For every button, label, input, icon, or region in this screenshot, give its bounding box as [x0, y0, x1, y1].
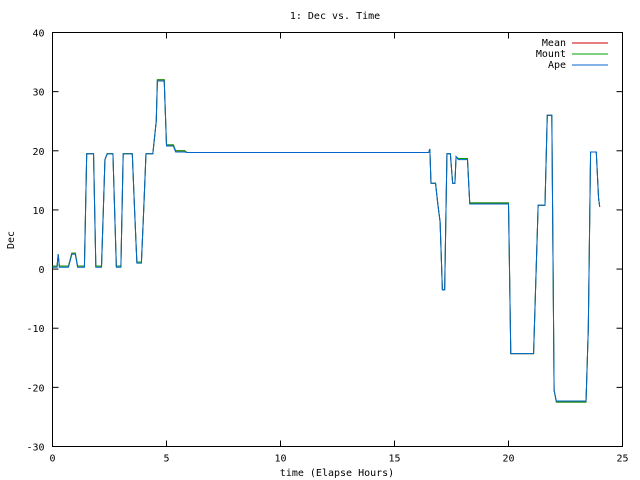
legend-label-mean: Mean [542, 38, 566, 49]
x-tick-label: 0 [49, 454, 55, 465]
plot-frame [52, 32, 623, 447]
x-tick-label: 15 [388, 454, 400, 465]
series-line-ape [52, 80, 601, 402]
y-tick-label: 0 [38, 265, 44, 276]
y-tick-label: -10 [26, 324, 44, 335]
legend-label-ape: Ape [548, 60, 566, 71]
y-axis-label: Dec [6, 231, 17, 249]
y-tick-label: -20 [26, 383, 44, 394]
y-tick-label: 20 [32, 147, 44, 158]
axes: 0 5 10 15 20 25 -30 -20 -10 0 10 20 30 40 [26, 29, 628, 465]
legend-label-mount: Mount [536, 49, 566, 60]
y-tick-label: -30 [26, 443, 44, 454]
x-tick-label: 25 [616, 454, 628, 465]
x-tick-label: 20 [502, 454, 514, 465]
y-tick-label: 30 [32, 88, 44, 99]
series-layer [52, 79, 601, 403]
y-tick-label: 40 [32, 29, 44, 40]
x-tick-label: 10 [274, 454, 286, 465]
chart-title: 1: Dec vs. Time [290, 11, 380, 22]
x-axis-label: time (Elapse Hours) [280, 468, 394, 479]
x-tick-label: 5 [163, 454, 169, 465]
y-tick-label: 10 [32, 206, 44, 217]
